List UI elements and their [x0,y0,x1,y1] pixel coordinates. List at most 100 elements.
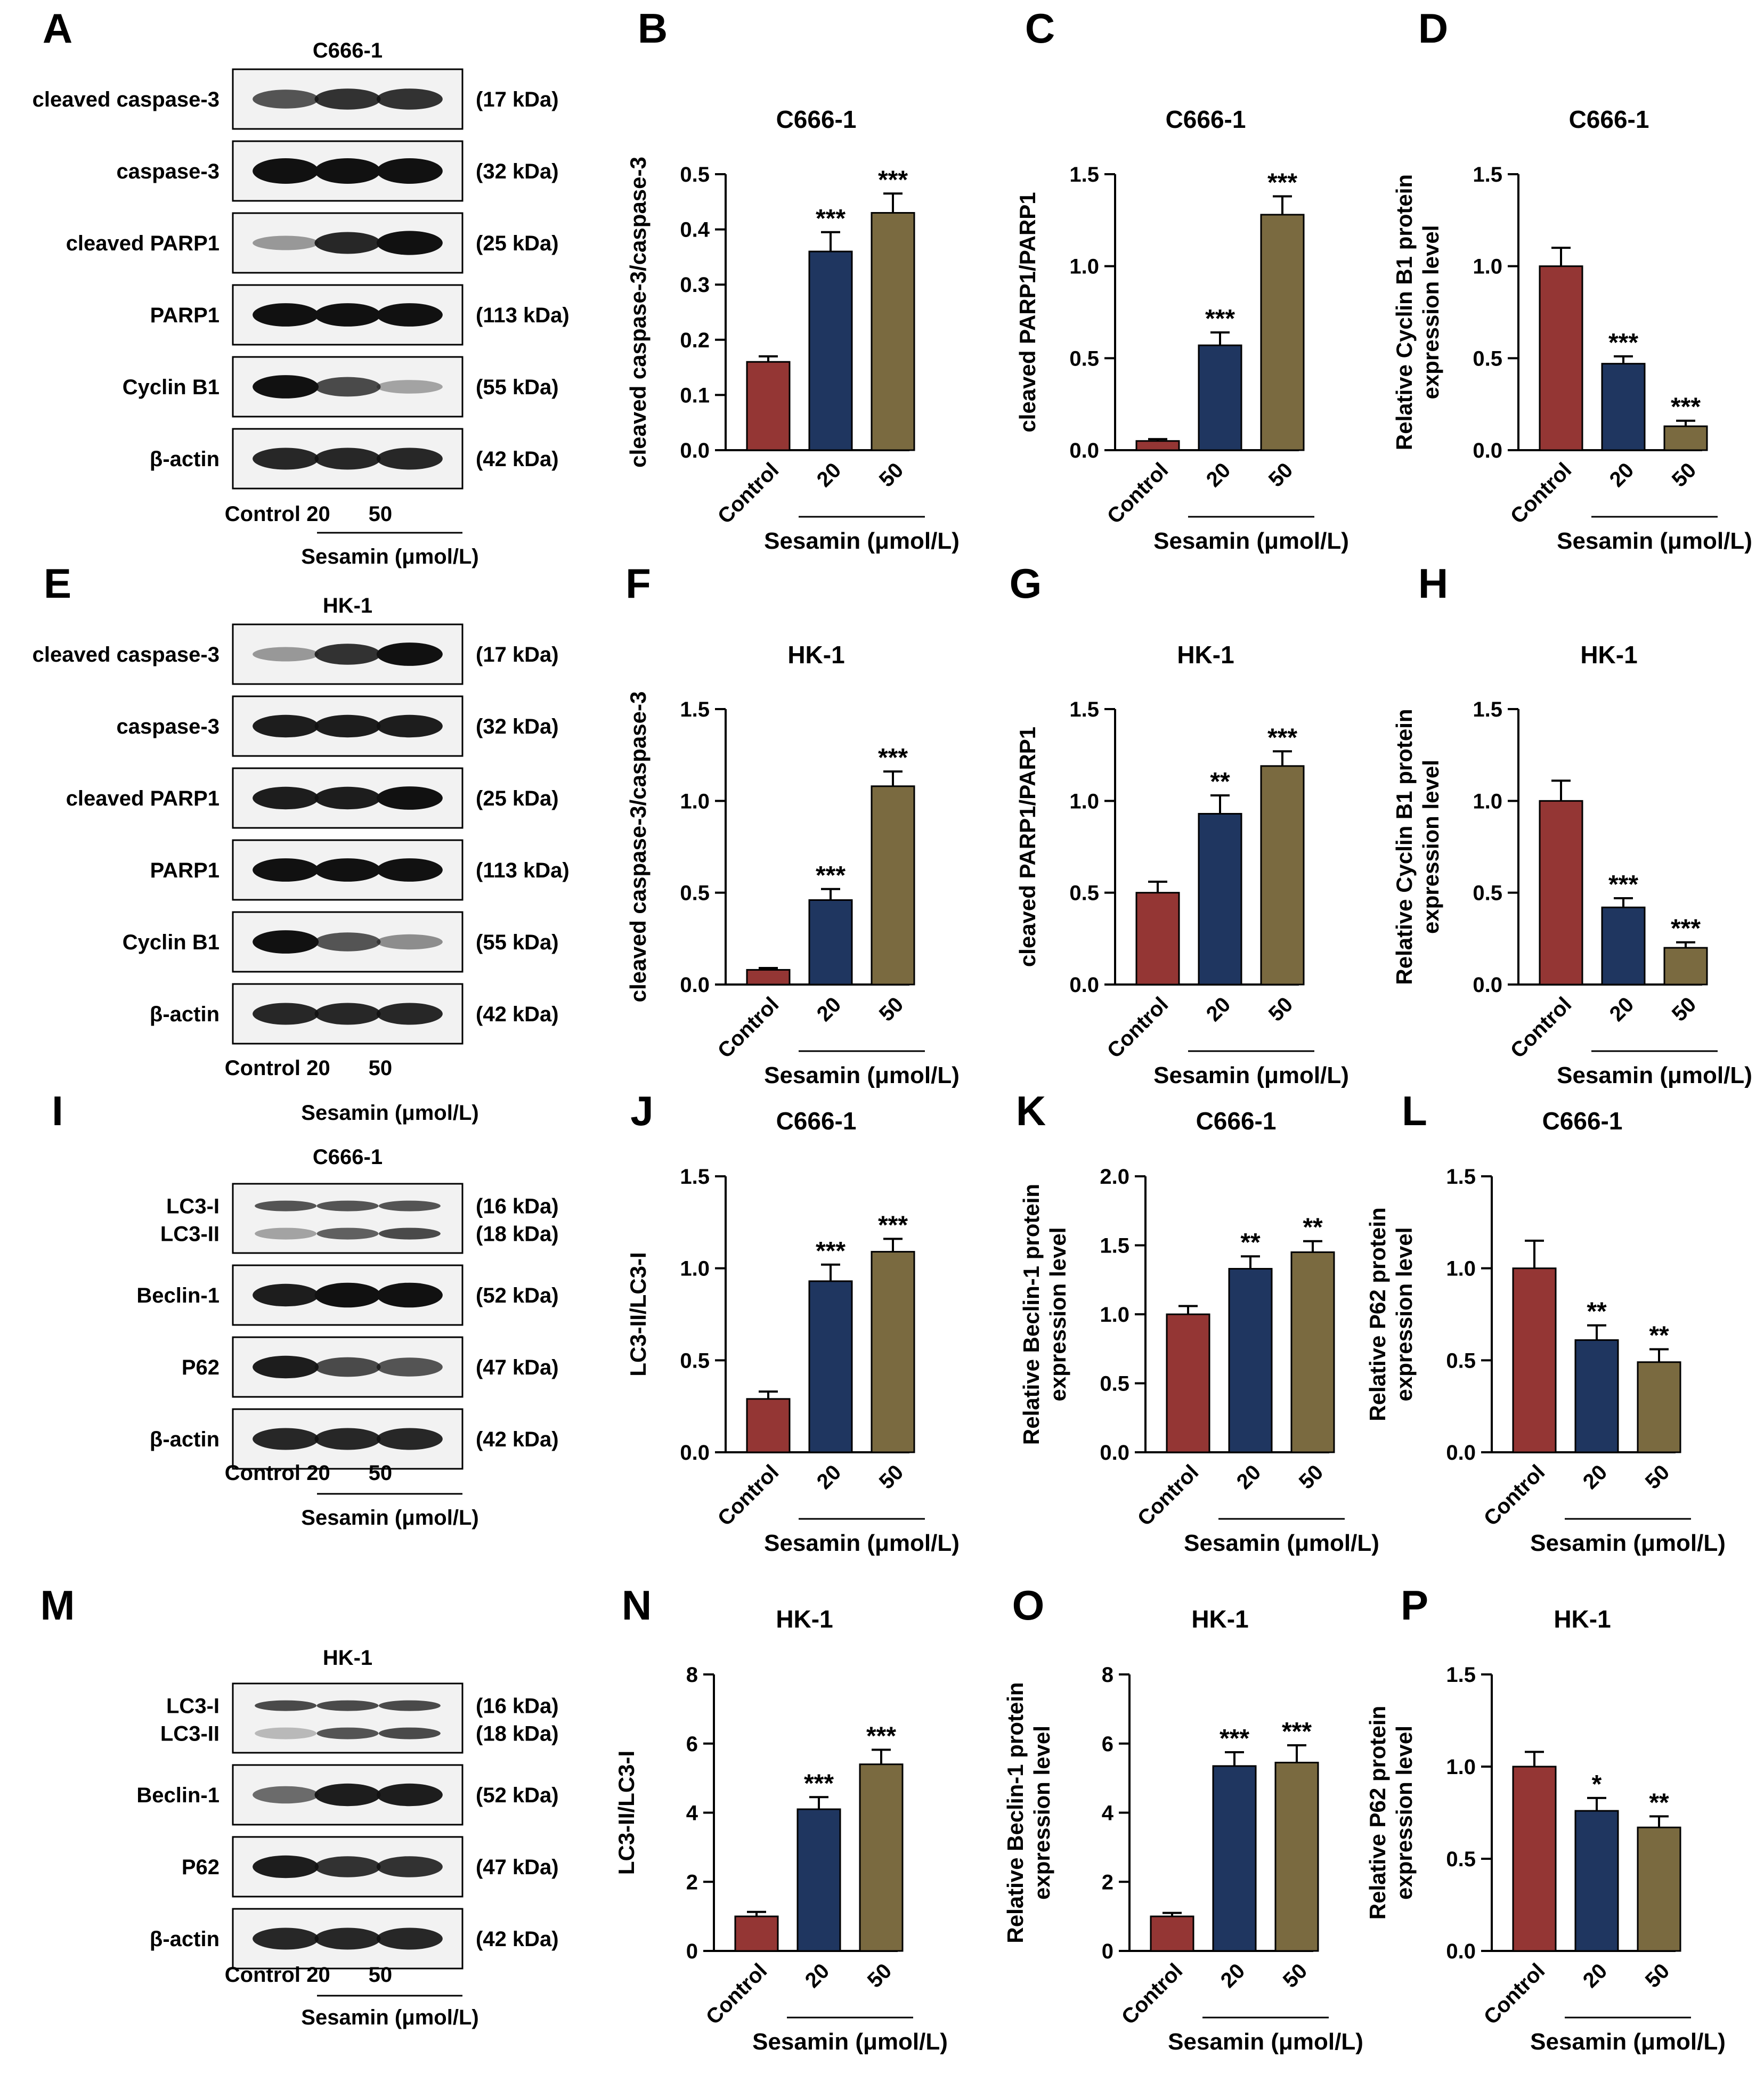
blot-kda-label: (113 kDa) [476,304,570,327]
panel-letter: B [638,5,668,52]
blot-row-label: β-actin [150,1003,220,1026]
blot-band [376,714,443,738]
panel-letter: H [1418,560,1448,607]
blot-row: Beclin-1 (52 kDa) [136,1764,559,1826]
y-tick-label: 1.0 [1446,1257,1476,1281]
blot-band [255,1700,317,1711]
x-tick-label: 50 [1264,993,1298,1026]
x-tick-label: 50 [863,1959,897,1992]
blot-group-label: Sesamin (μmol/L) [301,2006,478,2029]
blot-band [253,647,319,662]
blot-kda-label: (113 kDa) [476,859,570,882]
bar [1663,425,1708,451]
blot-lane-label: 50 [369,1056,393,1080]
chart-F: F HK-1 0.0 0.5 1.0 1.5 cleaved caspase-3/caspa… [625,560,960,1088]
bar [1260,214,1305,451]
significance-marker: *** [816,205,846,233]
x-tick-label: 50 [1641,1460,1674,1494]
chart-title: HK-1 [1580,641,1637,669]
blot-band [255,1227,317,1240]
blot-panel-M: M HK-1 LC3-I LC3-II (16 kDa) (18 kDa) Beclin-1… [40,1582,559,2029]
blot-row: P62 (47 kDa) [182,1836,559,1898]
y-axis-label: expression level [1418,225,1443,400]
significance-marker: *** [1205,305,1235,333]
blot-band [253,1355,319,1379]
x-tick-label: Control [1506,458,1576,528]
blot-band [314,1357,381,1377]
chart-D: D C666-1 0.0 0.5 1.0 1.5 Relative Cyclin B1 pr… [1392,5,1752,554]
x-tick-label: Control [1480,1460,1550,1531]
blot-band [314,377,381,397]
bar [1539,800,1583,986]
blot-kda-label: (25 kDa) [476,232,559,255]
y-axis-label: expression level [1045,1227,1070,1402]
blot-row: cleaved caspase-3 (17 kDa) [32,68,559,130]
blot-row: β-actin (42 kDa) [150,983,559,1045]
blot-band [316,1700,379,1711]
blot-band [314,232,381,254]
blot-band [314,786,381,810]
blot-band [253,858,319,882]
blot-row-label: Beclin-1 [136,1784,220,1807]
significance-marker: *** [816,861,846,890]
blot-row-label: caspase-3 [117,160,220,183]
chart-L: L C666-1 0.0 0.5 1.0 1.5 Relative P62 protein e… [1365,1087,1726,1556]
panel-letter: F [625,560,651,607]
y-axis-label: Relative P62 protein [1365,1706,1390,1920]
blot-row-label: PARP1 [150,859,220,882]
blot-band [253,235,319,250]
blot-row-label: Beclin-1 [136,1284,220,1307]
x-axis-label: Sesamin (μmol/L) [1153,1062,1349,1088]
significance-marker: *** [1267,723,1297,752]
bar [1150,1915,1194,1952]
blot-band [376,1282,443,1308]
bar [746,361,791,451]
blot-kda-label: (25 kDa) [476,787,559,810]
y-tick-label: 0.5 [1069,347,1099,370]
y-tick-label: 0.0 [1100,1441,1129,1465]
x-tick-label: 50 [875,458,908,492]
bar [1260,765,1305,986]
x-tick-label: Control [1506,993,1576,1063]
blot-row-label: PARP1 [150,304,220,327]
blot-band [253,375,319,398]
blot-row-label: Cyclin B1 [123,931,220,954]
chart-B: B C666-1 0.0 0.1 0.2 0.3 0.4 0.5 cleaved caspase… [625,5,960,554]
x-axis-label: Sesamin (μmol/L) [764,1062,960,1088]
y-axis-label: Relative Beclin-1 protein [1019,1184,1044,1445]
blot-band [378,1227,441,1240]
significance-marker: *** [866,1722,896,1750]
blot-row-label: cleaved PARP1 [66,232,220,255]
blot-band [376,158,443,184]
y-tick-label: 0.5 [680,882,710,905]
y-tick-label: 0.5 [1473,347,1502,370]
y-tick-label: 0.0 [680,1441,710,1465]
blot-kda-label: (17 kDa) [476,88,559,111]
y-tick-label: 0.1 [680,384,710,407]
blot-band [376,1428,443,1450]
blot-group-label: Sesamin (μmol/L) [301,545,478,568]
chart-J: J C666-1 0.0 0.5 1.0 1.5 LC3-II/LC3-I Control **… [625,1087,960,1556]
y-tick-label: 0.0 [1446,1940,1476,1963]
blot-kda-label: (18 kDa) [476,1223,559,1246]
y-tick-label: 1.5 [1446,1663,1476,1687]
blot-band [253,448,319,470]
x-tick-label: 20 [1579,1959,1612,1992]
chart-title: HK-1 [787,641,844,669]
blot-row: LC3-I LC3-II (16 kDa) (18 kDa) [160,1183,559,1254]
blot-band [316,1227,379,1240]
x-axis-label: Sesamin (μmol/L) [1557,1062,1752,1088]
x-axis-label: Sesamin (μmol/L) [764,1530,960,1556]
x-axis-label: Sesamin (μmol/L) [1530,1530,1726,1556]
bar [1601,363,1646,451]
blot-row-label: Cyclin B1 [123,376,220,399]
x-axis-label: Sesamin (μmol/L) [1557,528,1752,554]
blot-band [314,448,381,470]
bar [734,1915,779,1952]
blot-row: caspase-3 (32 kDa) [117,140,559,202]
panel-letter: K [1016,1087,1046,1134]
blot-lane-label: 20 [306,1963,330,1987]
significance-marker: ** [1210,768,1230,796]
y-tick-label: 1.0 [1100,1303,1129,1327]
blot-band [253,1855,319,1878]
